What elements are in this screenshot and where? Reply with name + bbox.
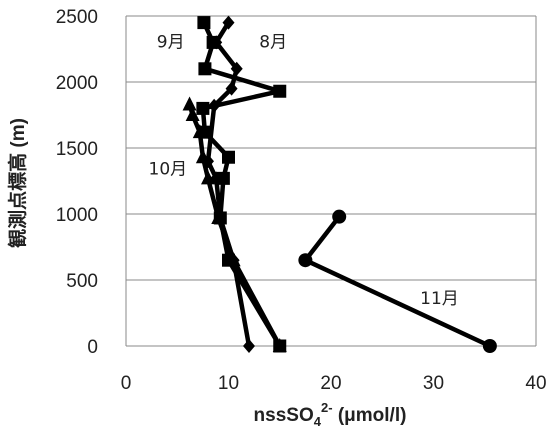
triangle-marker xyxy=(272,338,287,352)
series-label: 10月 xyxy=(149,159,188,179)
x-axis-title-main: nssSO xyxy=(254,405,314,426)
triangle-marker xyxy=(195,149,210,164)
diamond-marker xyxy=(222,15,235,30)
series-label: 11月 xyxy=(420,289,459,309)
diamond-marker xyxy=(243,339,255,353)
y-tick-label: 2000 xyxy=(56,73,98,94)
square-marker xyxy=(273,84,287,98)
y-tick-label: 0 xyxy=(87,337,98,358)
diamond-marker xyxy=(230,61,243,76)
triangle-marker xyxy=(182,96,197,111)
square-marker xyxy=(198,62,212,76)
y-tick-labels: 0 500 1000 1500 2000 2500 xyxy=(56,7,98,358)
triangle-marker xyxy=(226,252,241,267)
x-tick-label: 10 xyxy=(218,373,239,394)
y-axis-title: 観測点標高 (m) xyxy=(6,118,29,248)
triangle-marker xyxy=(211,209,226,224)
square-marker xyxy=(196,101,210,115)
x-axis-title-superscript: 2- xyxy=(321,400,333,415)
series-label-layer: 9月 8月 10月 11月 xyxy=(149,33,459,309)
x-tick-label: 30 xyxy=(423,373,444,394)
circle-marker xyxy=(332,209,347,224)
series-line xyxy=(187,102,283,349)
triangle-marker xyxy=(185,107,200,121)
y-tick-label: 1000 xyxy=(56,205,98,226)
circle-marker xyxy=(482,339,497,353)
series-label: 9月 xyxy=(157,33,185,53)
series-layer xyxy=(182,15,497,353)
circle-marker xyxy=(298,253,313,268)
y-tick-label: 1500 xyxy=(56,139,98,160)
square-marker xyxy=(197,16,211,30)
x-axis-title: nssSO42- (μmol/l) xyxy=(254,400,407,429)
y-tick-label: 2500 xyxy=(56,7,98,28)
y-tick-label: 500 xyxy=(66,271,98,292)
plot-frame xyxy=(125,16,537,346)
x-axis-title-subscript: 4 xyxy=(314,414,322,429)
square-marker xyxy=(206,35,220,49)
series-label: 8月 xyxy=(259,33,287,53)
diamond-marker xyxy=(208,98,221,113)
triangle-marker xyxy=(201,170,215,185)
square-marker xyxy=(222,150,235,164)
gridlines xyxy=(126,15,536,347)
x-tick-labels: 0 10 20 30 40 xyxy=(121,373,547,394)
x-tick-label: 0 xyxy=(121,373,132,394)
x-tick-label: 40 xyxy=(525,373,546,394)
triangle-marker xyxy=(192,124,207,139)
diamond-marker xyxy=(225,81,238,96)
square-marker xyxy=(216,171,230,185)
series-line xyxy=(303,214,493,349)
x-tick-label: 20 xyxy=(320,373,341,394)
x-axis-title-unit: (μmol/l) xyxy=(333,405,407,426)
